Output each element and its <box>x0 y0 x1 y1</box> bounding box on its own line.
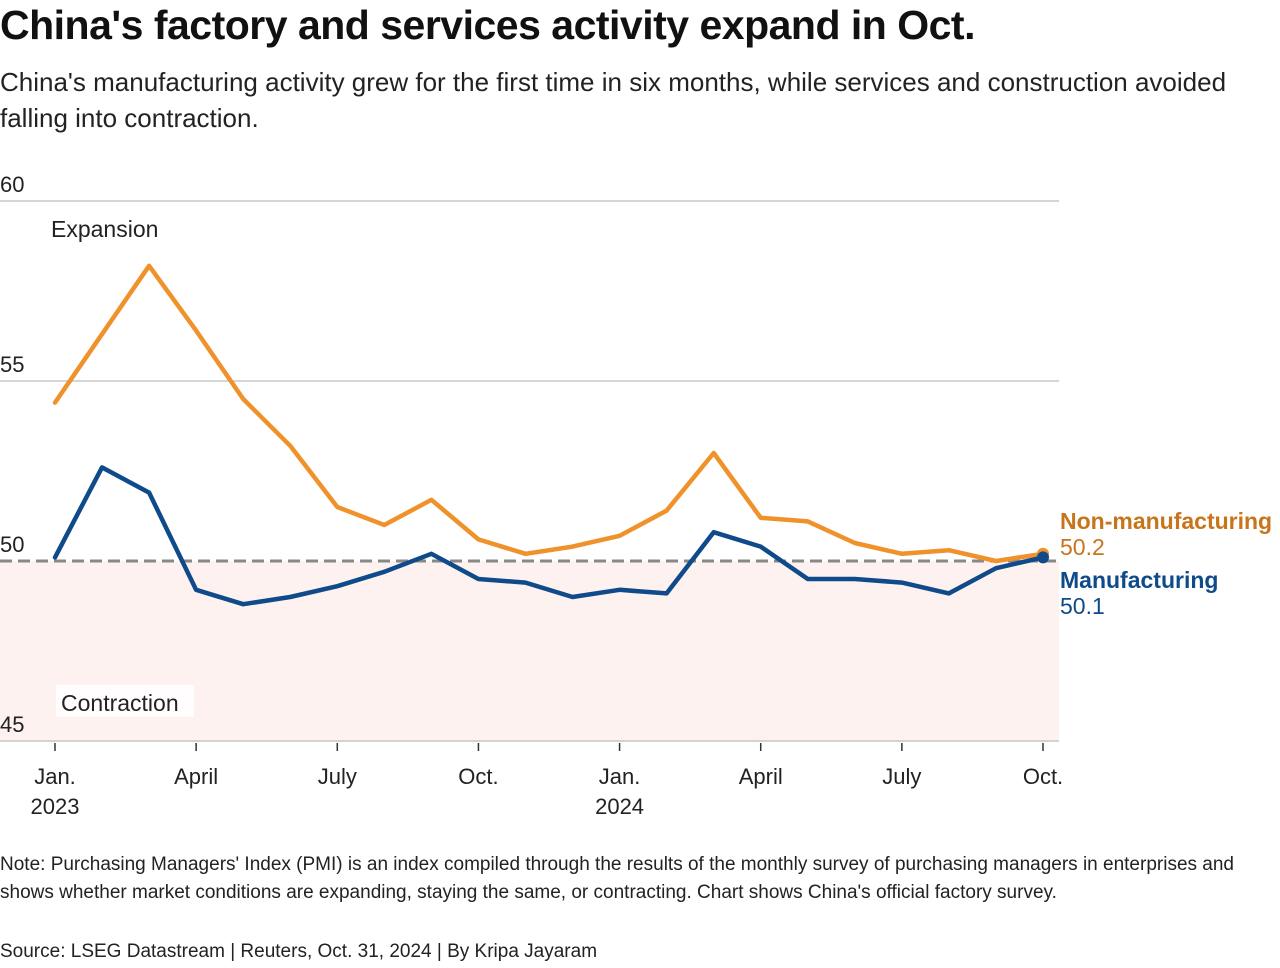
contraction-label: Contraction <box>61 690 179 716</box>
y-tick-label: 60 <box>0 172 24 197</box>
chart-subtitle: China's manufacturing activity grew for … <box>0 67 1227 133</box>
y-tick-label: 45 <box>0 712 24 737</box>
y-tick-label: 55 <box>0 352 24 377</box>
series-value-manufacturing: 50.1 <box>1060 593 1105 619</box>
series-value-non-manufacturing: 50.2 <box>1060 534 1105 560</box>
x-tick-label: Jan. <box>599 764 641 789</box>
y-tick-label: 50 <box>0 532 24 557</box>
series-line-non-manufacturing <box>52 263 1046 564</box>
series-line-manufacturing <box>52 465 1046 607</box>
end-marker-manufacturing <box>1037 551 1049 564</box>
x-tick-label: April <box>739 764 783 789</box>
line-chart: 45 50 55 60 Expansion Contraction Jan. 2023 Ap… <box>0 172 1272 819</box>
series-label-non-manufacturing: Non-manufacturing <box>1060 508 1272 534</box>
x-tick-label: July <box>882 764 921 789</box>
footnote: Note: Purchasing Managers' Index (PMI) i… <box>0 854 1234 903</box>
series-label-manufacturing: Manufacturing <box>1060 567 1218 593</box>
source-credit: Source: LSEG Datastream | Reuters, Oct. … <box>0 941 598 962</box>
x-tick-label: April <box>174 764 218 789</box>
x-tick-label: July <box>318 764 357 789</box>
chart-title: China's factory and services activity ex… <box>0 2 975 48</box>
contraction-label-bg <box>56 685 194 717</box>
x-tick-year-label: 2023 <box>31 794 80 819</box>
x-tick-label: Oct. <box>458 764 498 789</box>
x-tick-year-label: 2024 <box>595 794 644 819</box>
x-tick-label: Oct. <box>1023 764 1063 789</box>
expansion-label: Expansion <box>51 216 158 242</box>
x-tick-label: Jan. <box>34 764 76 789</box>
